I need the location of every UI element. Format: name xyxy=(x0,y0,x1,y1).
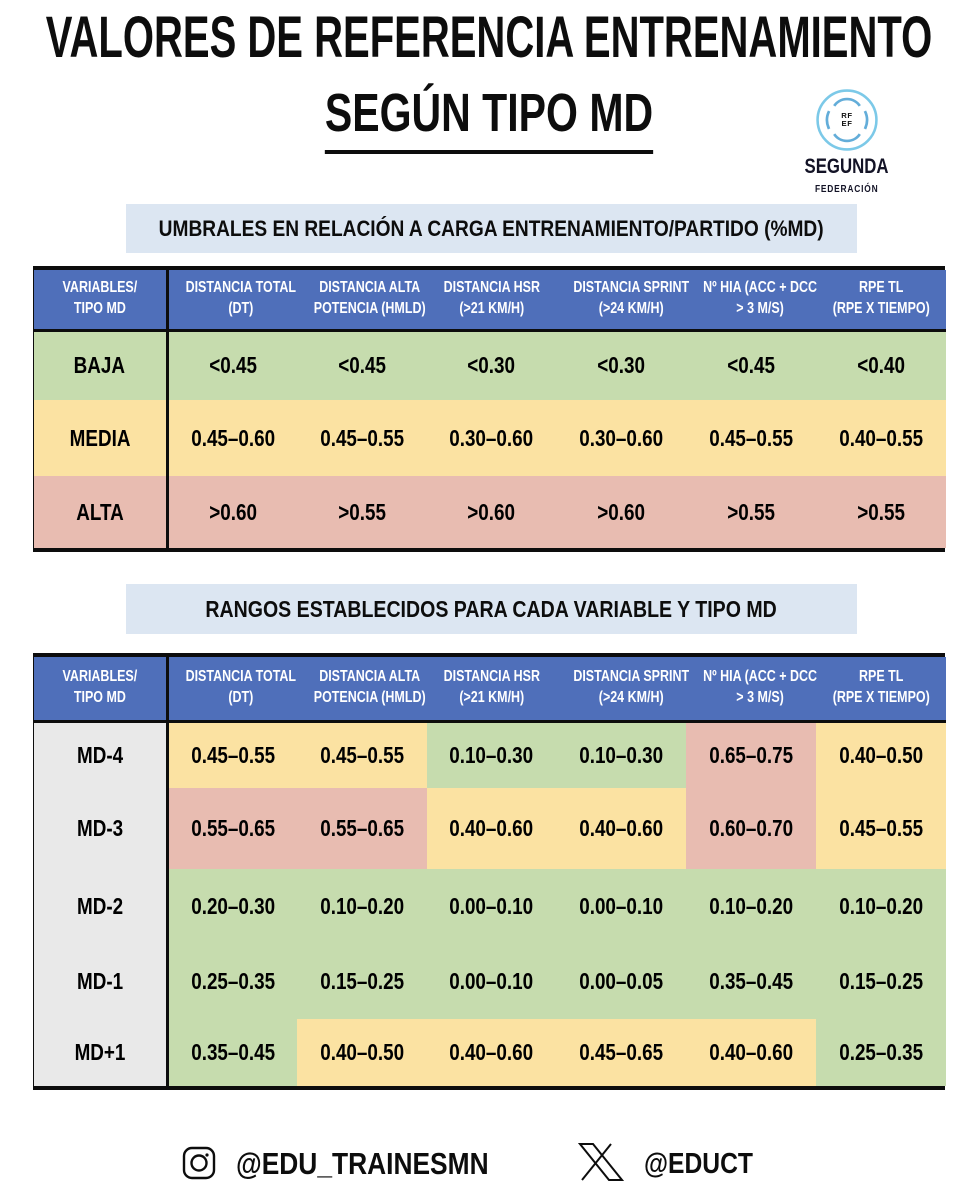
svg-text:EF: EF xyxy=(841,119,852,128)
